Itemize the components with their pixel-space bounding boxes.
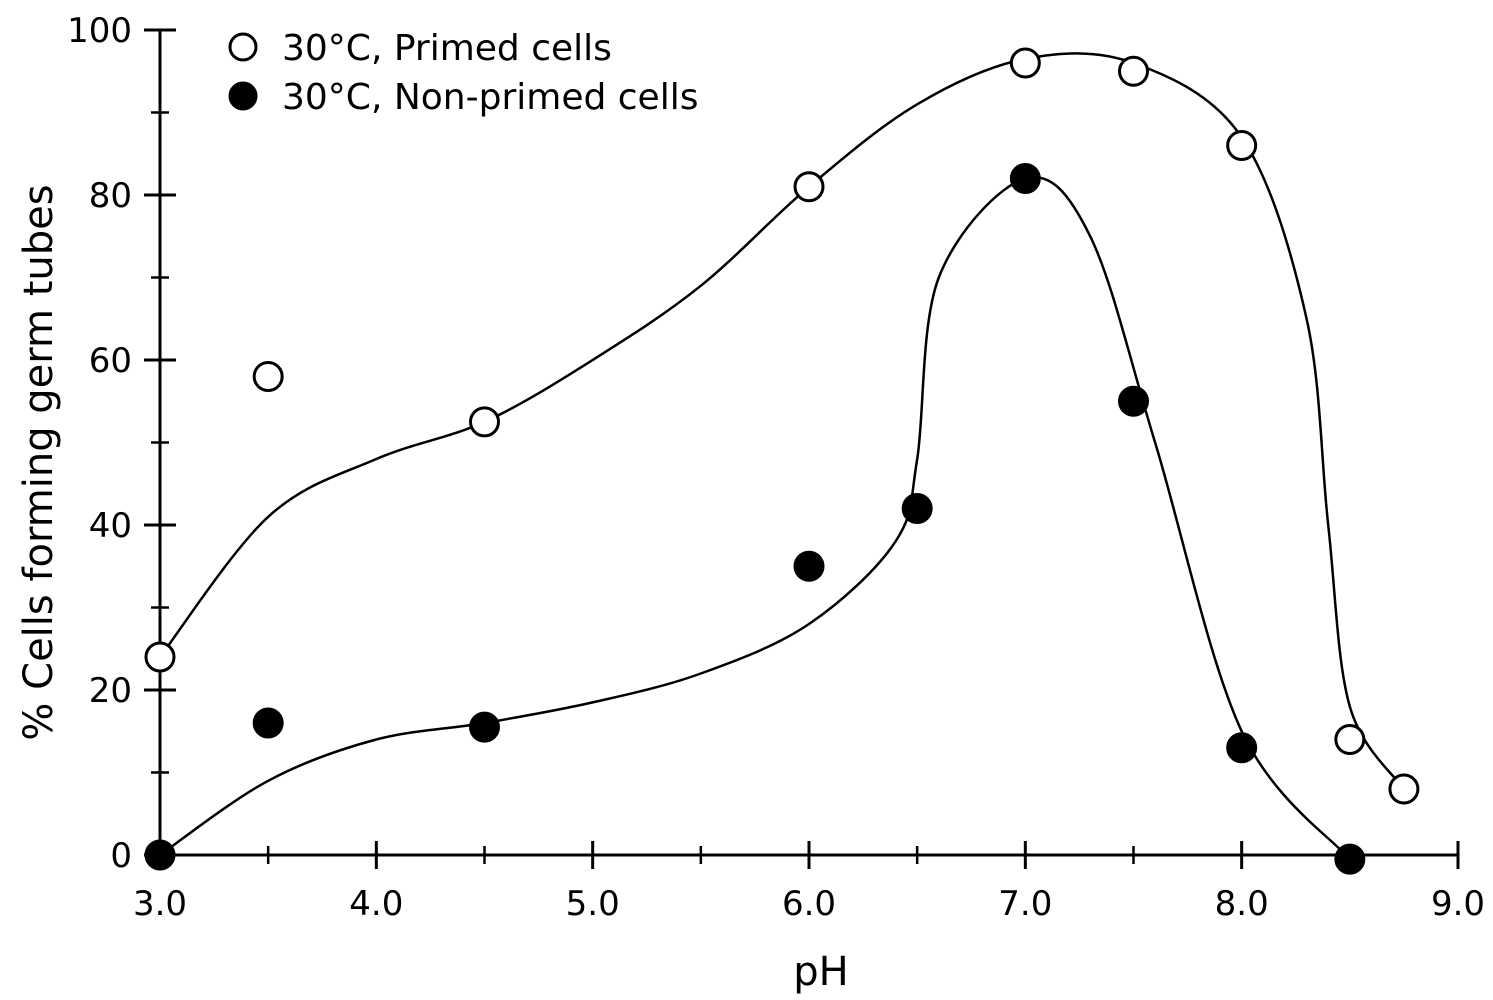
non-primed-data-point: [469, 711, 500, 743]
primed-data-point: [469, 406, 500, 438]
y-tick-label: 40: [89, 506, 132, 546]
y-tick-label: 0: [110, 836, 132, 876]
y-tick-label: 60: [89, 341, 132, 381]
primed-data-point: [1226, 130, 1258, 161]
legend-label-2: 30°C, Non-primed cells: [282, 77, 698, 118]
y-tick-label: 100: [67, 11, 132, 51]
primed-data-point: [1334, 724, 1366, 755]
non-primed-data-point: [1009, 163, 1041, 194]
x-tick-label: 6.0: [782, 884, 836, 924]
non-primed-data-point: [144, 839, 176, 871]
primed-data-point: [1388, 773, 1420, 805]
primed-data-point: [1009, 47, 1041, 79]
legend-marker-1: [228, 32, 258, 62]
curves: [159, 52, 1405, 860]
legend: 30°C, Primed cells 30°C, Non-primed cells: [228, 28, 698, 118]
non-primed-data-point: [793, 550, 825, 582]
legend-marker-2: [228, 81, 258, 111]
x-tick-label: 7.0: [998, 884, 1052, 924]
non-primed-data-point: [901, 493, 933, 524]
legend-label-1: 30°C, Primed cells: [282, 28, 612, 69]
data-points: [144, 47, 1420, 875]
x-axis-title: pH: [793, 949, 848, 995]
x-tick-label: 4.0: [349, 884, 403, 924]
non-primed-data-point: [1118, 385, 1149, 417]
non-primed-data-point: [1334, 843, 1366, 875]
x-tick-label: 9.0: [1431, 884, 1485, 924]
y-axis-title: % Cells forming germ tubes: [16, 184, 62, 740]
primed-data-point: [1118, 55, 1149, 87]
non-primed-data-point: [1226, 732, 1258, 764]
primed-data-point: [252, 361, 284, 392]
non-primed-data-point: [252, 707, 284, 739]
series-2-curve: [159, 176, 1351, 860]
x-tick-label: 3.0: [133, 884, 187, 924]
y-tick-label: 20: [89, 671, 132, 711]
y-tick-label: 80: [89, 176, 132, 216]
x-tick-label: 8.0: [1215, 884, 1269, 924]
primed-data-point: [793, 171, 825, 203]
primed-data-point: [144, 641, 176, 673]
x-tick-label: 5.0: [566, 884, 620, 924]
axes: 3.0 4.0 5.0 6.0 7.0 8.0 9.0 0 20 40 60 80 100: [67, 11, 1485, 924]
series-1-curve: [159, 52, 1405, 790]
